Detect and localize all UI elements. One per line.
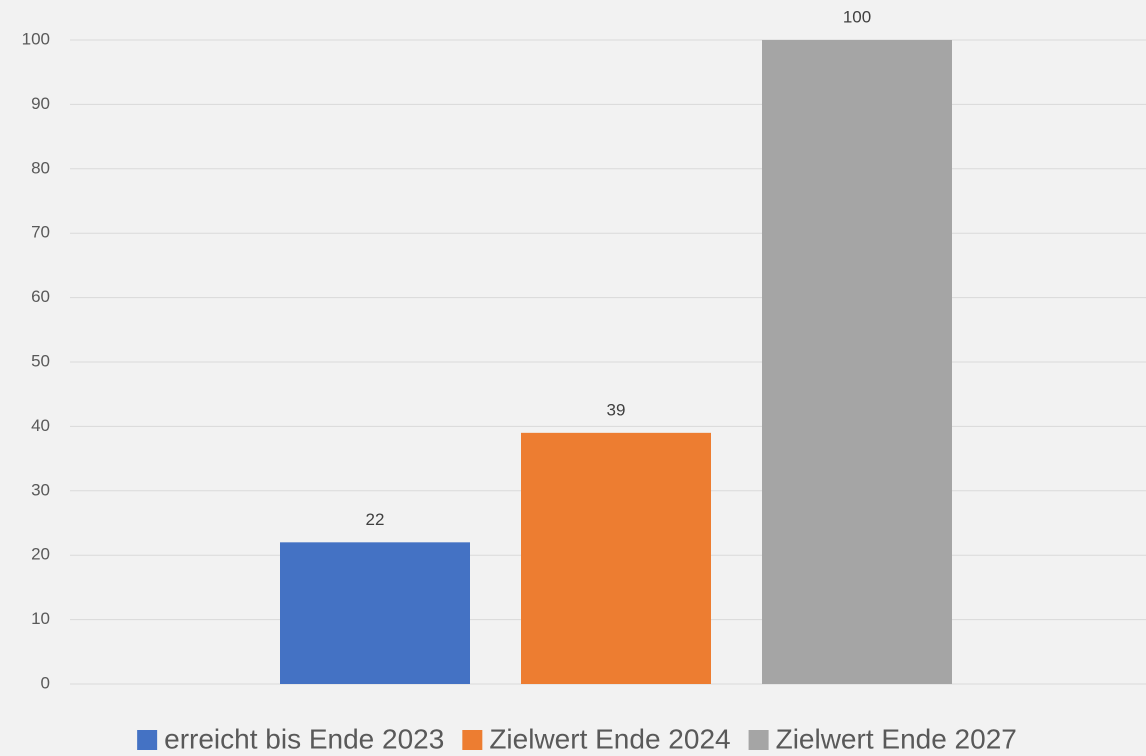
y-tick-label: 30 xyxy=(31,480,50,499)
legend-label: Zielwert Ende 2027 xyxy=(776,723,1017,754)
legend-swatch xyxy=(137,730,158,750)
y-tick-label: 20 xyxy=(31,545,50,564)
bar xyxy=(280,542,470,684)
value-label: 39 xyxy=(607,400,626,419)
y-tick-label: 70 xyxy=(31,223,50,242)
y-tick-label: 100 xyxy=(22,29,50,48)
legend-label: erreicht bis Ende 2023 xyxy=(164,723,444,754)
legend-swatch xyxy=(462,730,483,750)
y-tick-label: 60 xyxy=(31,287,50,306)
bar xyxy=(762,40,952,684)
y-tick-label: 10 xyxy=(31,609,50,628)
y-tick-label: 90 xyxy=(31,94,50,113)
y-tick-label: 50 xyxy=(31,351,50,370)
bar xyxy=(521,432,711,684)
value-label: 22 xyxy=(366,510,385,529)
legend-swatch xyxy=(748,730,769,750)
y-tick-label: 0 xyxy=(41,673,50,692)
y-tick-label: 80 xyxy=(31,158,50,177)
y-tick-label: 40 xyxy=(31,416,50,435)
value-label: 100 xyxy=(843,7,871,26)
legend-label: Zielwert Ende 2024 xyxy=(489,723,730,754)
